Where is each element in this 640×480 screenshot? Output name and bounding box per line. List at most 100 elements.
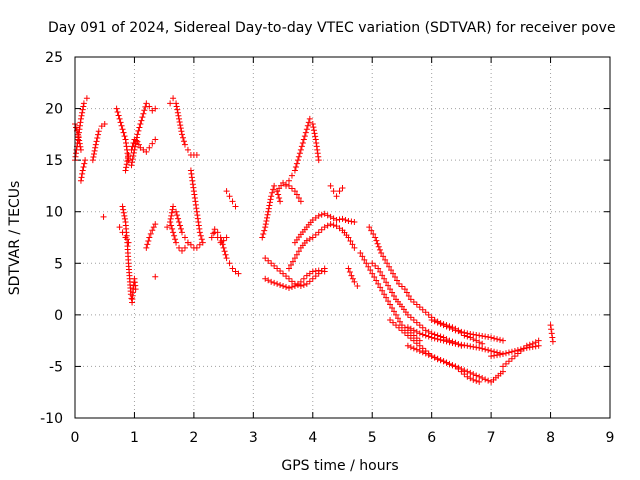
data-point [315,270,322,277]
data-point [297,282,304,289]
data-point [152,221,159,228]
data-point [404,332,411,339]
data-point [295,153,302,160]
data-point [401,286,408,293]
series-track-aa [345,265,361,289]
data-point [361,256,368,263]
data-point [422,332,429,339]
data-point [434,355,441,362]
data-point [310,124,317,131]
data-point [428,353,435,360]
x-tick-label: 1 [130,430,139,446]
data-point [377,284,384,291]
data-point [91,147,98,154]
x-tick-label: 0 [71,430,80,446]
data-point [464,330,471,337]
data-point [461,329,468,336]
data-point [77,177,84,184]
x-tick-label: 7 [487,430,496,446]
data-point [288,278,295,285]
data-point [268,193,275,200]
data-point [330,222,337,229]
data-point [461,367,468,374]
data-point [122,234,129,241]
axis-ticks: 0 1 2 3 4 5 6 7 8 9 -10 -5 0 5 10 15 20 25 [40,50,614,446]
data-point [379,287,386,294]
data-point [434,319,441,326]
data-point [443,338,450,345]
data-point [345,217,352,224]
data-point [181,244,188,251]
data-point [176,219,183,226]
data-point [315,212,322,219]
data-point [223,255,230,262]
data-point [229,198,236,205]
data-point [398,327,405,334]
data-point [144,241,151,248]
series-track-n [164,219,191,254]
data-point [309,234,316,241]
data-point [139,114,146,121]
data-point [388,267,395,274]
data-point [485,347,492,354]
data-point [470,371,477,378]
data-point [428,334,435,341]
data-point [78,112,85,119]
data-point [452,363,459,370]
data-point [208,234,215,241]
data-point [116,224,123,231]
data-point [132,286,139,293]
data-point [136,124,143,131]
data-point [293,251,300,258]
data-point [333,193,340,200]
series-track-k [152,273,159,280]
data-point [75,134,82,141]
data-point [508,348,515,355]
data-point [479,375,486,382]
data-point [168,222,175,229]
data-point [500,363,506,370]
data-point [92,141,99,148]
data-point [267,196,274,203]
data-point [101,121,108,128]
data-point [291,255,298,262]
series-track-h [122,136,159,174]
data-point [461,342,468,349]
data-point [482,346,489,353]
data-point [147,230,154,237]
data-point [223,234,230,241]
data-point [125,239,132,246]
data-point [349,241,356,248]
data-point [115,112,122,119]
data-point [173,208,180,215]
data-point [210,230,217,237]
data-point [125,151,132,158]
data-point [286,275,292,282]
data-point [300,281,307,288]
data-point [121,215,128,222]
data-point [168,212,175,219]
data-point [455,341,462,348]
data-point [173,103,180,110]
data-point [184,146,191,153]
data-point [100,213,107,220]
y-tick-label: 20 [45,102,63,118]
data-point [437,356,444,363]
data-point [479,333,486,340]
data-point [170,229,177,236]
data-point [179,229,185,236]
data-point [373,277,380,284]
series-track-x [291,210,358,246]
data-point [262,221,269,228]
data-point [381,275,388,282]
data-point [176,244,183,251]
data-point [77,143,84,150]
x-tick-label: 9 [606,430,615,446]
data-point [171,232,178,239]
data-point [129,159,136,166]
data-point [286,265,292,272]
data-point [549,338,556,345]
series-track-j [143,221,159,251]
data-point [181,234,188,241]
